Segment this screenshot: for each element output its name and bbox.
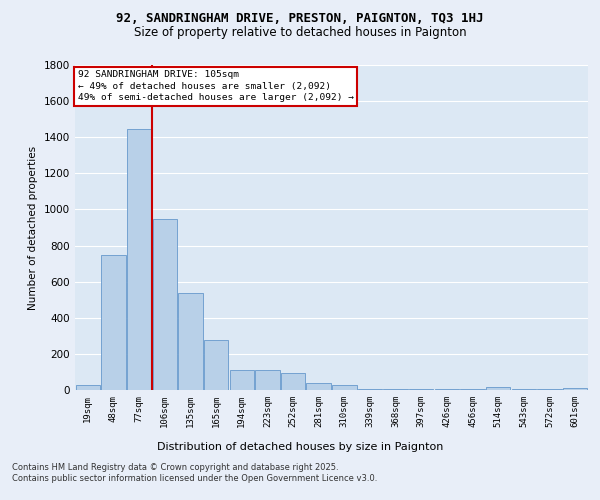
Bar [512, 389, 536, 390]
Y-axis label: Number of detached properties: Number of detached properties [28, 146, 38, 310]
Bar [563, 388, 587, 390]
Text: 92 SANDRINGHAM DRIVE: 105sqm
← 49% of detached houses are smaller (2,092)
49% of: 92 SANDRINGHAM DRIVE: 105sqm ← 49% of de… [77, 70, 353, 102]
Bar [409, 389, 433, 390]
Bar [460, 389, 485, 390]
Bar [538, 389, 562, 390]
Text: 92, SANDRINGHAM DRIVE, PRESTON, PAIGNTON, TQ3 1HJ: 92, SANDRINGHAM DRIVE, PRESTON, PAIGNTON… [116, 12, 484, 26]
Bar [383, 389, 408, 390]
Bar [358, 389, 382, 390]
Text: Distribution of detached houses by size in Paignton: Distribution of detached houses by size … [157, 442, 443, 452]
Bar [101, 255, 125, 390]
Bar [230, 370, 254, 390]
Bar [332, 386, 356, 390]
Text: Contains HM Land Registry data © Crown copyright and database right 2025.: Contains HM Land Registry data © Crown c… [12, 463, 338, 472]
Bar [486, 388, 511, 390]
Text: Contains public sector information licensed under the Open Government Licence v3: Contains public sector information licen… [12, 474, 377, 483]
Bar [281, 373, 305, 390]
Bar [178, 294, 203, 390]
Bar [435, 389, 459, 390]
Bar [255, 370, 280, 390]
Bar [204, 340, 228, 390]
Bar [76, 386, 100, 390]
Bar [127, 129, 151, 390]
Bar [307, 383, 331, 390]
Bar [152, 219, 177, 390]
Text: Size of property relative to detached houses in Paignton: Size of property relative to detached ho… [134, 26, 466, 39]
